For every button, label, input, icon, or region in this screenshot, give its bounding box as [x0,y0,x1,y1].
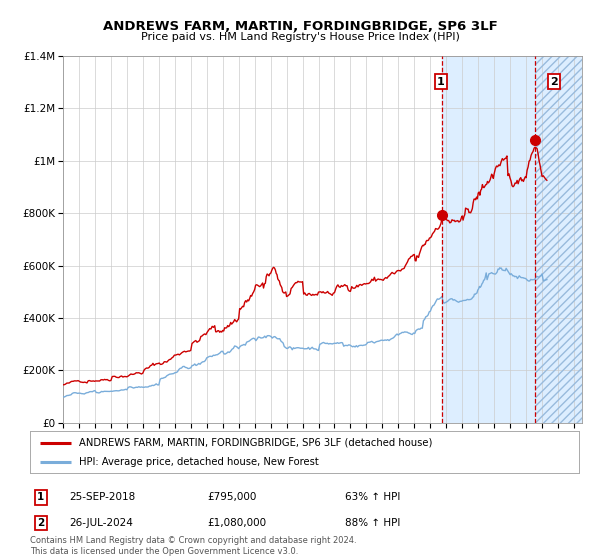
Text: 25-SEP-2018: 25-SEP-2018 [69,492,135,502]
Text: 2: 2 [37,518,44,528]
Text: £1,080,000: £1,080,000 [207,518,266,528]
Text: 1: 1 [37,492,44,502]
Text: £795,000: £795,000 [207,492,256,502]
Bar [442,56,582,423]
Text: 63% ↑ HPI: 63% ↑ HPI [345,492,400,502]
Text: ANDREWS FARM, MARTIN, FORDINGBRIDGE, SP6 3LF (detached house): ANDREWS FARM, MARTIN, FORDINGBRIDGE, SP6… [79,437,433,447]
Bar [535,56,582,423]
Text: 26-JUL-2024: 26-JUL-2024 [69,518,133,528]
Text: 88% ↑ HPI: 88% ↑ HPI [345,518,400,528]
Text: Price paid vs. HM Land Registry's House Price Index (HPI): Price paid vs. HM Land Registry's House … [140,32,460,42]
Text: 1: 1 [437,77,445,87]
Bar [535,56,582,423]
Text: 2: 2 [550,77,558,87]
Text: HPI: Average price, detached house, New Forest: HPI: Average price, detached house, New … [79,457,319,467]
Text: Contains HM Land Registry data © Crown copyright and database right 2024.
This d: Contains HM Land Registry data © Crown c… [30,536,356,556]
Text: ANDREWS FARM, MARTIN, FORDINGBRIDGE, SP6 3LF: ANDREWS FARM, MARTIN, FORDINGBRIDGE, SP6… [103,20,497,32]
